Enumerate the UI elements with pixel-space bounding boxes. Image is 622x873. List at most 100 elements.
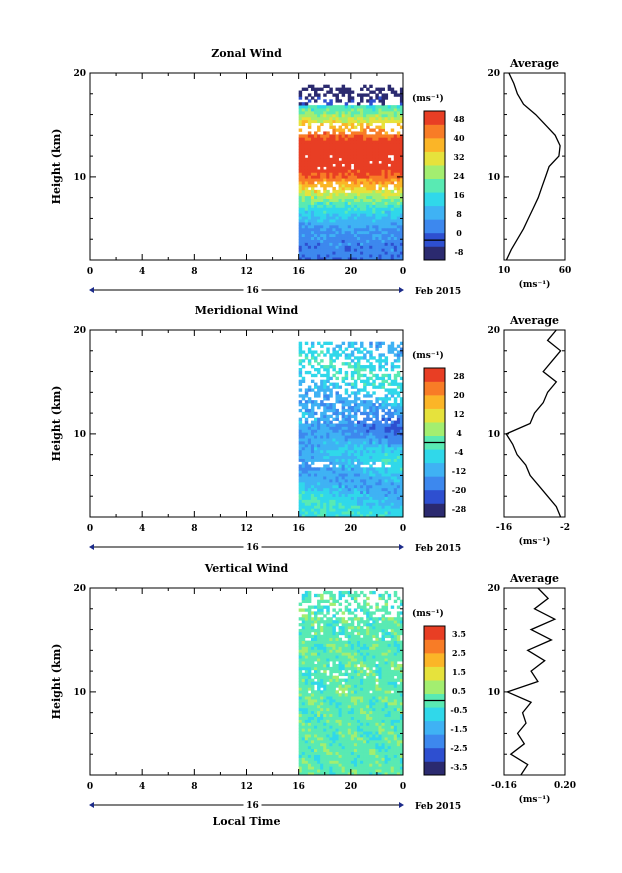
heatmap-cell bbox=[307, 452, 312, 457]
heatmap-cell bbox=[396, 257, 401, 261]
heatmap-cell bbox=[347, 476, 352, 480]
profile-x-tick-label: -2 bbox=[560, 523, 570, 533]
heatmap-cell bbox=[301, 452, 306, 457]
heatmap-cell bbox=[326, 605, 330, 609]
heatmap-cell bbox=[353, 140, 358, 144]
heatmap-cell bbox=[332, 452, 336, 457]
heatmap-cell bbox=[387, 84, 392, 89]
heatmap-cell bbox=[317, 157, 321, 162]
heatmap-cell bbox=[393, 119, 398, 124]
heatmap-cell bbox=[341, 441, 346, 445]
heatmap-cell bbox=[396, 370, 401, 375]
heatmap-cell bbox=[341, 166, 346, 170]
heatmap-cell bbox=[314, 359, 318, 363]
heatmap-cell bbox=[366, 739, 370, 744]
heatmap-cell bbox=[307, 511, 312, 515]
heatmap-cell bbox=[326, 710, 330, 715]
heatmap-cell bbox=[307, 108, 312, 112]
heatmap-cell bbox=[314, 737, 318, 741]
heatmap-cell bbox=[356, 131, 361, 135]
heatmap-cell bbox=[314, 140, 318, 144]
heatmap-cell bbox=[332, 461, 336, 465]
heatmap-cell bbox=[326, 640, 330, 644]
heatmap-cell bbox=[369, 166, 373, 170]
heatmap-cell bbox=[384, 160, 389, 164]
heatmap-cell bbox=[298, 476, 303, 480]
heatmap-cell bbox=[390, 449, 395, 454]
heatmap-cell bbox=[363, 146, 367, 150]
heatmap-cell bbox=[317, 681, 321, 685]
heatmap-cell bbox=[350, 611, 355, 615]
heatmap-cell bbox=[326, 181, 330, 185]
heatmap-cell bbox=[341, 219, 346, 223]
heatmap-cell bbox=[399, 96, 404, 100]
heatmap-cell bbox=[307, 157, 312, 162]
heatmap-cell bbox=[399, 210, 404, 214]
heatmap-cell bbox=[310, 373, 315, 378]
heatmap-cell bbox=[332, 204, 336, 208]
heatmap-cell bbox=[387, 484, 392, 489]
heatmap-cell bbox=[378, 230, 382, 235]
heatmap-cell bbox=[314, 143, 318, 147]
heatmap-cell bbox=[307, 722, 312, 726]
heatmap-cell bbox=[375, 481, 379, 486]
y-tick-label: 10 bbox=[73, 430, 86, 440]
heatmap-cell bbox=[347, 502, 352, 506]
heatmap-cell bbox=[310, 628, 315, 633]
heatmap-cell bbox=[341, 119, 346, 124]
heatmap-cell bbox=[298, 163, 303, 167]
heatmap-cell bbox=[363, 678, 367, 682]
heatmap-cell bbox=[344, 370, 349, 375]
heatmap-cell bbox=[353, 446, 358, 451]
heatmap-cell bbox=[384, 257, 389, 261]
heatmap-cell bbox=[381, 248, 385, 252]
heatmap-cell bbox=[298, 438, 303, 442]
heatmap-cell bbox=[326, 388, 330, 392]
heatmap-cell bbox=[387, 245, 392, 249]
heatmap-cell bbox=[360, 681, 364, 685]
heatmap-cell bbox=[338, 446, 343, 451]
heatmap-cell bbox=[314, 634, 318, 639]
heatmap-cell bbox=[323, 224, 327, 229]
heatmap-cell bbox=[356, 186, 361, 191]
heatmap-cell bbox=[298, 446, 303, 451]
heatmap-cell bbox=[353, 628, 358, 633]
heatmap-cell bbox=[298, 742, 303, 747]
heatmap-cell bbox=[307, 496, 312, 500]
heatmap-cell bbox=[335, 195, 339, 200]
heatmap-cell bbox=[360, 699, 364, 703]
heatmap-cell bbox=[344, 658, 349, 662]
heatmap-cell bbox=[378, 105, 382, 109]
heatmap-cell bbox=[332, 505, 336, 509]
heatmap-cell bbox=[338, 344, 343, 348]
heatmap-cell bbox=[347, 87, 352, 91]
heatmap-cell bbox=[323, 254, 327, 258]
heatmap-cell bbox=[335, 137, 339, 141]
heatmap-cell bbox=[360, 481, 364, 486]
heatmap-cell bbox=[381, 189, 385, 194]
heatmap-cell bbox=[335, 678, 339, 682]
heatmap-cell bbox=[307, 760, 312, 764]
heatmap-cell bbox=[387, 108, 392, 112]
heatmap-cell bbox=[369, 143, 373, 147]
heatmap-cell bbox=[338, 131, 343, 135]
heatmap-cell bbox=[347, 443, 352, 448]
heatmap-cell bbox=[341, 725, 346, 729]
heatmap-cell bbox=[307, 99, 312, 103]
heatmap-cell bbox=[338, 701, 343, 706]
heatmap-cell bbox=[384, 216, 389, 220]
heatmap-cell bbox=[335, 505, 339, 509]
heatmap-cell bbox=[323, 172, 327, 176]
heatmap-cell bbox=[360, 411, 364, 416]
heatmap-cell bbox=[332, 652, 336, 656]
heatmap-cell bbox=[378, 216, 382, 220]
heatmap-cell bbox=[350, 376, 355, 381]
heatmap-cell bbox=[387, 119, 392, 124]
heatmap-cell bbox=[393, 432, 398, 436]
heatmap-cell bbox=[384, 362, 389, 366]
heatmap-cell bbox=[320, 254, 324, 258]
heatmap-cell bbox=[310, 178, 315, 182]
heatmap-cell bbox=[375, 216, 379, 220]
heatmap-cell bbox=[363, 663, 367, 668]
